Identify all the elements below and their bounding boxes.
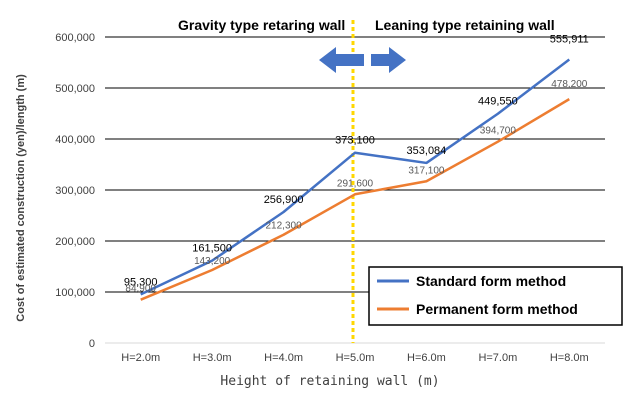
standard-data-label: 449,550 (478, 96, 518, 108)
permanent-data-label: 291,600 (337, 178, 374, 189)
arrow-right-icon (371, 47, 406, 73)
standard-data-label: 373,100 (335, 135, 375, 147)
permanent-data-label: 212,300 (265, 221, 302, 232)
y-tick-label: 300,000 (55, 185, 95, 197)
permanent-data-label: 394,700 (480, 126, 517, 137)
x-axis-label: Height of retaining wall (m) (220, 374, 439, 389)
x-tick-label: H=2.0m (121, 352, 160, 364)
x-tick-label: H=8.0m (550, 352, 589, 364)
x-axis-tick-labels: H=2.0m H=3.0m H=4.0m H=5.0m H=6.0m H=7.0m H=8.… (121, 352, 588, 364)
y-axis-tick-labels: 0 100,000 200,000 300,000 400,000 500,000 600,… (55, 32, 95, 350)
legend-label-permanent: Permanent form method (416, 301, 578, 317)
arrow-left-icon (319, 47, 364, 73)
y-tick-label: 500,000 (55, 83, 95, 95)
series-lines (140, 58, 571, 301)
legend-label-standard: Standard form method (416, 273, 566, 289)
y-axis-label: Cost of estimated construction (yen)/len… (15, 74, 27, 322)
x-tick-label: H=7.0m (478, 352, 517, 364)
permanent-data-label: 478,200 (551, 79, 588, 90)
permanent-data-label: 84,900 (125, 284, 156, 295)
y-tick-label: 100,000 (55, 287, 95, 299)
y-tick-label: 0 (89, 338, 95, 350)
x-tick-label: H=5.0m (336, 352, 375, 364)
x-tick-label: H=6.0m (407, 352, 446, 364)
standard-form-line (140, 58, 571, 296)
y-tick-label: 600,000 (55, 32, 95, 44)
y-tick-label: 400,000 (55, 134, 95, 146)
x-tick-label: H=4.0m (264, 352, 303, 364)
legend: Standard form method Permanent form meth… (368, 266, 623, 326)
standard-data-label: 256,900 (264, 194, 304, 206)
permanent-data-label: 143,200 (194, 256, 231, 267)
leaning-region-label: Leaning type retaining wall (375, 17, 555, 33)
gridlines (105, 36, 605, 344)
gravity-region-label: Gravity type retaring wall (178, 17, 345, 33)
standard-data-label: 95,300 (124, 276, 158, 288)
permanent-data-label: 317,100 (408, 165, 445, 176)
data-labels: 95,300 161,500 256,900 373,100 353,084 449,55… (124, 33, 589, 294)
legend-box (368, 266, 623, 326)
standard-data-label: 555,911 (550, 33, 589, 45)
permanent-form-line (140, 98, 570, 301)
standard-data-label: 353,084 (407, 145, 447, 157)
x-tick-label: H=3.0m (193, 352, 232, 364)
standard-data-label: 161,500 (192, 243, 232, 255)
y-tick-label: 200,000 (55, 236, 95, 248)
